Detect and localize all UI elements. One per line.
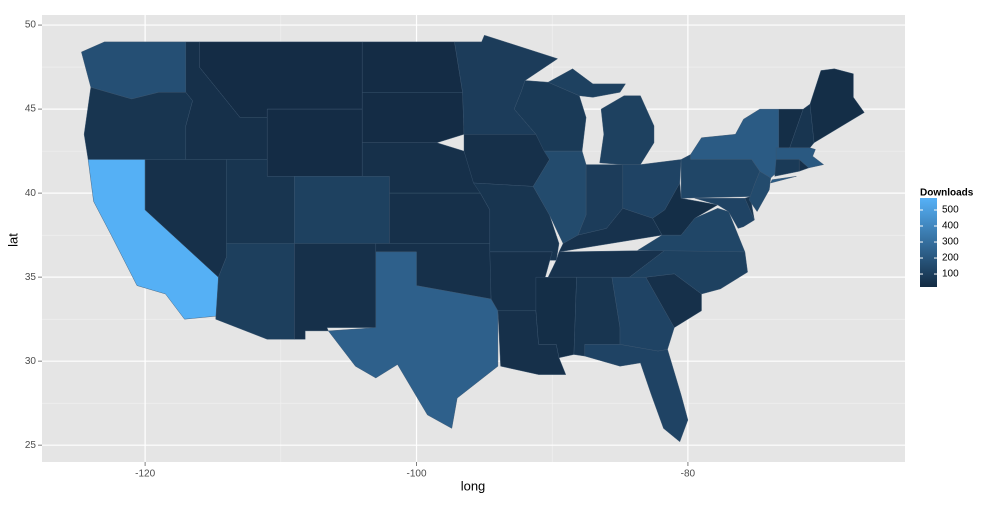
y-tick-label: 50 xyxy=(25,20,37,31)
state-region xyxy=(83,87,193,160)
x-axis-title: long xyxy=(461,478,486,493)
legend-colorbar xyxy=(920,198,937,287)
state-region xyxy=(584,344,689,442)
legend-tick-label: 300 xyxy=(942,237,959,248)
state-region xyxy=(267,108,363,177)
state-region xyxy=(799,159,809,172)
state-region xyxy=(680,154,760,199)
state-region xyxy=(809,68,865,143)
x-tick-label: -100 xyxy=(407,469,427,480)
x-tick-label: -80 xyxy=(681,469,696,480)
y-tick-label: 30 xyxy=(25,356,37,367)
state-region xyxy=(389,192,490,244)
legend-title: Downloads xyxy=(920,188,974,199)
legend-tick-label: 100 xyxy=(942,269,959,280)
legend-tick-label: 500 xyxy=(942,205,959,216)
legend-tick-label: 400 xyxy=(942,221,959,232)
y-axis-title: lat xyxy=(5,233,20,247)
state-region xyxy=(744,196,755,221)
state-region xyxy=(463,134,550,187)
y-tick-label: 40 xyxy=(25,188,37,199)
x-tick-label: -120 xyxy=(135,469,155,480)
axes: -120 -100 -80 25 30 35 40 45 50 xyxy=(25,20,696,480)
states xyxy=(81,35,865,442)
state-region xyxy=(789,103,815,148)
legend: 100 200 300 400 500 xyxy=(920,198,959,287)
y-tick-label: 45 xyxy=(25,104,37,115)
state-region xyxy=(328,251,499,429)
state-region xyxy=(362,41,463,93)
legend-tick-label: 200 xyxy=(942,253,959,264)
y-tick-label: 25 xyxy=(25,440,37,451)
y-tick-label: 35 xyxy=(25,272,37,283)
state-region xyxy=(362,92,465,143)
state-region xyxy=(294,176,390,244)
state-region xyxy=(294,243,376,340)
